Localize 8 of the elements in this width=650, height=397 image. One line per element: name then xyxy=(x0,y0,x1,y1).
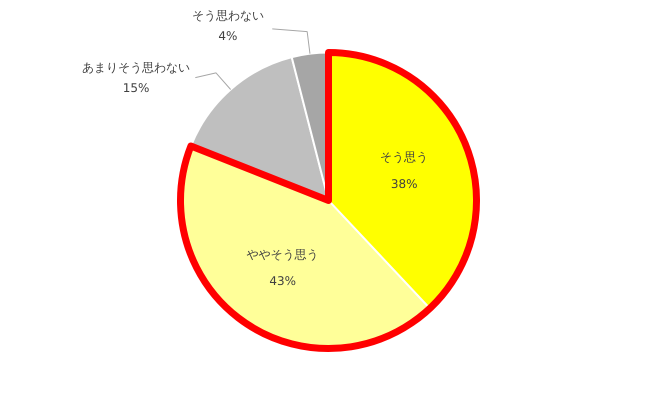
slice-label: あまりそう思わない xyxy=(82,60,190,74)
slice-label: そう思わない xyxy=(192,8,264,22)
data-label: 4% xyxy=(218,29,238,44)
data-label: 38% xyxy=(390,176,418,191)
slice-label: ややそう思う xyxy=(246,248,319,262)
data-label: 43% xyxy=(269,274,296,288)
data-label: 15% xyxy=(122,81,150,96)
slice-label: そう思う xyxy=(380,150,428,164)
